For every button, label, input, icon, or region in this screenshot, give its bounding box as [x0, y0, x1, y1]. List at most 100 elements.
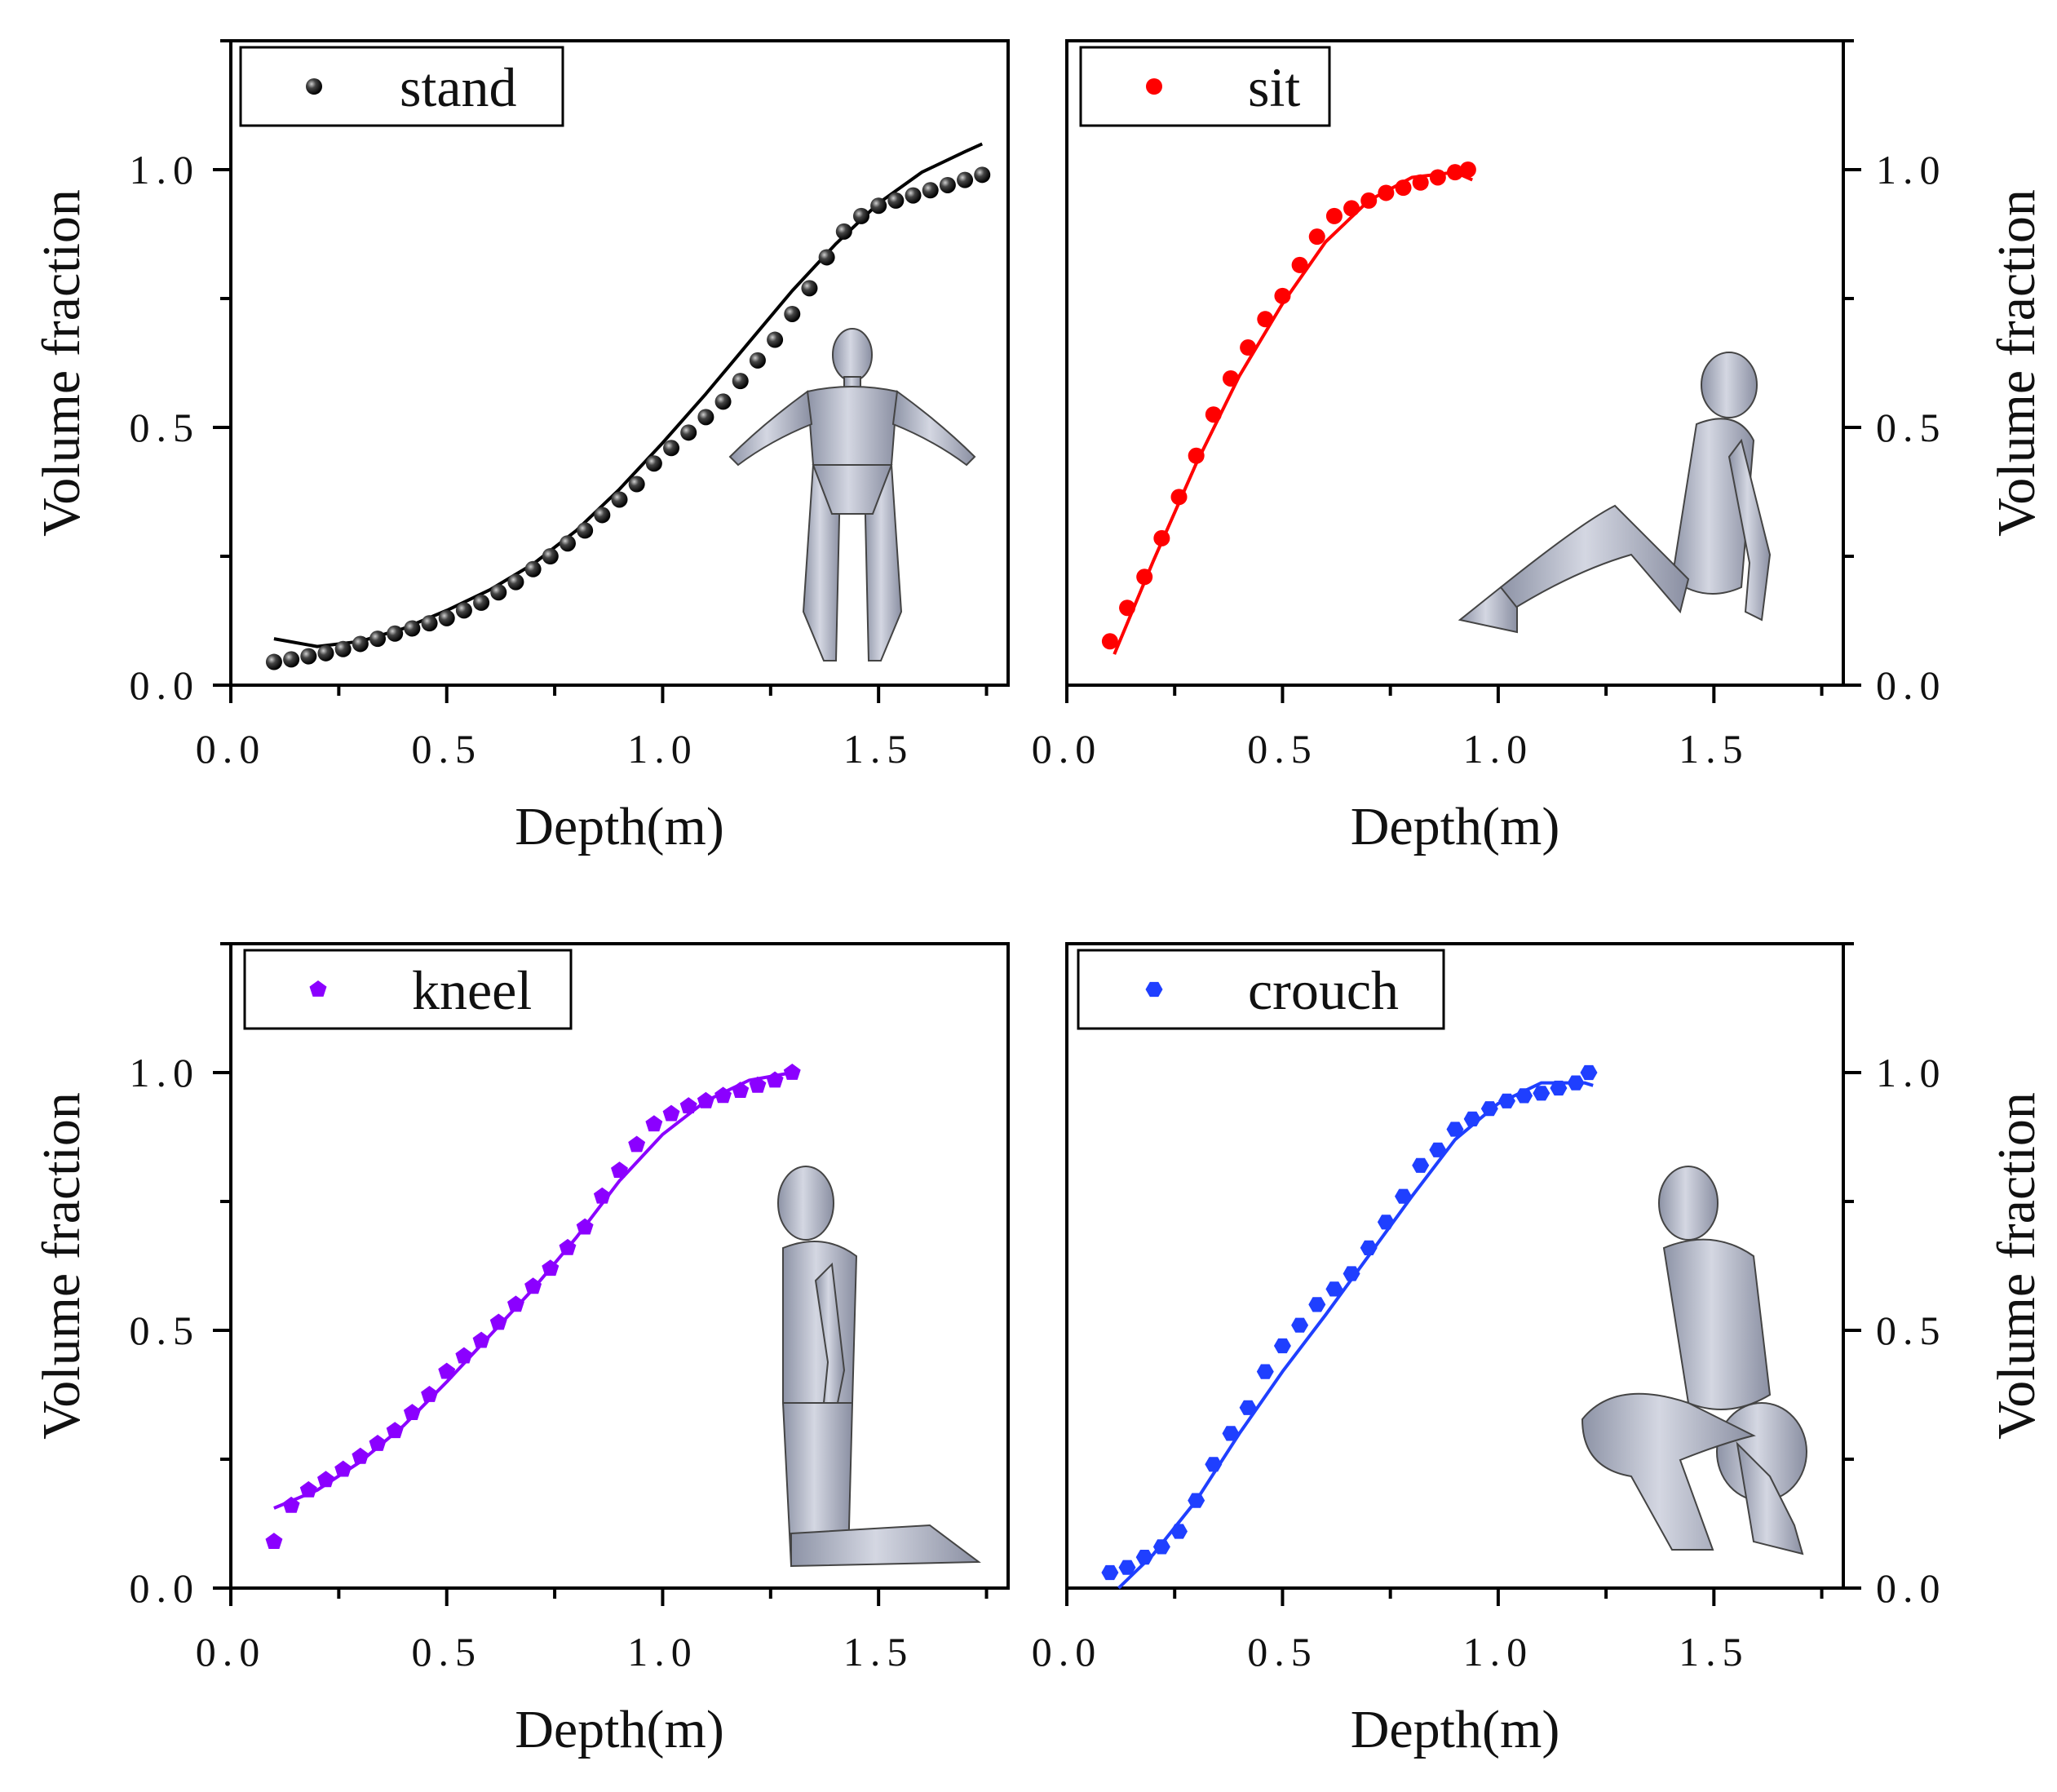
- crouch-data-point: [1291, 1317, 1309, 1333]
- kneel-data-point: [714, 1086, 732, 1104]
- crouch-data-point: [1170, 1524, 1188, 1539]
- stand-legend-label: stand: [400, 56, 517, 118]
- kneel-data-point: [317, 1471, 334, 1488]
- panel-kneel: 0.0 0.5 1.0 1.5 0.0 0.5 1.0 Depth(m) Volume frac…: [32, 942, 1010, 1759]
- sit-data-point: [1136, 569, 1153, 586]
- sit-plot-frame: [1065, 39, 1845, 687]
- kneel-data-point: [455, 1347, 473, 1364]
- sit-x-axis-title: Depth(m): [1351, 797, 1560, 856]
- stand-data-point: [490, 584, 507, 601]
- crouch-plot-frame: [1065, 942, 1845, 1590]
- stand-data-point: [835, 223, 852, 240]
- stand-data-point: [663, 440, 680, 457]
- sit-figure-illustration: [1458, 352, 1772, 634]
- crouch-data-point: [1343, 1266, 1360, 1281]
- stand-data-point: [714, 393, 732, 410]
- crouch-data-point: [1188, 1493, 1205, 1508]
- crouch-data-point: [1515, 1088, 1533, 1104]
- panel-crouch: 0.0 0.5 1.0 1.5 0.0 0.5 1.0 Depth(m) Volume frac…: [1032, 942, 2046, 1759]
- sit-data-point: [1188, 447, 1205, 464]
- kneel-data-point: [576, 1218, 594, 1235]
- crouch-data-point: [1101, 1564, 1119, 1581]
- sit-data-point: [1257, 311, 1274, 328]
- stand-data-point: [645, 455, 662, 472]
- sit-x-tick-label: 1.5: [1679, 726, 1750, 772]
- stand-data-point: [594, 507, 611, 524]
- kneel-data-point: [697, 1091, 714, 1108]
- stand-y-tick-label: 0.0: [130, 662, 201, 708]
- kneel-data-point: [783, 1064, 801, 1080]
- stand-data-point: [283, 651, 300, 668]
- sit-data-point: [1274, 287, 1291, 304]
- stand-data-point: [818, 249, 835, 266]
- kneel-plot-frame: [229, 942, 1010, 1590]
- crouch-x-tick-label: 0.5: [1247, 1629, 1318, 1675]
- crouch-data-point: [1325, 1281, 1343, 1297]
- kneel-data-point: [645, 1115, 663, 1132]
- sit-data-point: [1447, 164, 1463, 181]
- crouch-data-point: [1580, 1064, 1598, 1081]
- crouch-data-point: [1118, 1560, 1136, 1575]
- kneel-legend-marker: [309, 980, 327, 997]
- stand-data-point: [628, 476, 645, 493]
- stand-plot-frame: [229, 39, 1010, 687]
- stand-data-point: [611, 491, 628, 508]
- kneel-data-point: [524, 1277, 542, 1294]
- stand-data-point: [852, 207, 869, 224]
- kneel-data-point: [766, 1071, 784, 1088]
- crouch-data-point: [1205, 1457, 1223, 1472]
- sit-data-point: [1325, 207, 1343, 224]
- sit-legend-marker: [1146, 78, 1162, 95]
- stand-x-axis-title: Depth(m): [515, 797, 724, 856]
- stand-data-point: [473, 594, 490, 611]
- sit-y-tick-label: 0.5: [1876, 405, 1947, 450]
- kneel-y-axis-title: Volume fraction: [32, 1092, 91, 1440]
- sit-data-point: [1412, 174, 1429, 191]
- sit-data-point: [1308, 228, 1325, 246]
- stand-x-tick-label: 1.0: [627, 726, 698, 772]
- stand-data-point: [680, 424, 697, 441]
- crouch-figure-illustration: [1581, 1166, 1807, 1555]
- kneel-data-point: [472, 1331, 490, 1348]
- kneel-data-point: [421, 1386, 438, 1402]
- stand-data-point: [577, 522, 594, 539]
- crouch-data-point: [1480, 1101, 1498, 1117]
- kneel-data-point: [507, 1295, 524, 1312]
- kneel-figure-illustration: [777, 1166, 981, 1568]
- crouch-data-point: [1239, 1400, 1257, 1415]
- kneel-legend-box: [243, 949, 573, 1030]
- kneel-data-point: [282, 1496, 300, 1513]
- kneel-data-point: [749, 1076, 767, 1093]
- kneel-data-point: [542, 1259, 560, 1277]
- sit-legend-label: sit: [1248, 56, 1300, 118]
- crouch-legend: crouch: [1077, 949, 1445, 1030]
- stand-data-point: [317, 644, 334, 661]
- sit-data-point: [1459, 162, 1476, 178]
- kneel-data-point: [662, 1104, 680, 1122]
- stand-data-point: [957, 171, 974, 188]
- crouch-data-point: [1256, 1364, 1274, 1379]
- kneel-legend: kneel: [243, 949, 573, 1030]
- kneel-x-tick-label: 1.0: [627, 1629, 698, 1675]
- sit-data-point: [1343, 200, 1360, 217]
- kneel-x-tick-label: 0.5: [411, 1629, 482, 1675]
- stand-data-point: [300, 648, 317, 665]
- stand-y-tick-label: 1.0: [130, 147, 201, 192]
- stand-data-point: [542, 548, 559, 564]
- stand-data-point: [732, 373, 749, 390]
- sit-x-tick-label: 0.0: [1032, 726, 1103, 772]
- sit-y-axis-title: Volume fraction: [1987, 189, 2046, 537]
- crouch-y-tick-label: 1.0: [1876, 1050, 1947, 1095]
- kneel-data-point: [403, 1404, 421, 1420]
- stand-x-tick-label: 1.5: [843, 726, 914, 772]
- stand-y-axis-title: Volume fraction: [32, 189, 91, 537]
- stand-data-point: [905, 187, 922, 204]
- stand-data-point: [749, 352, 766, 369]
- stand-data-point: [387, 625, 404, 642]
- crouch-data-point: [1222, 1426, 1240, 1441]
- stand-x-tick-label: 0.5: [411, 726, 482, 772]
- kneel-data-point: [438, 1362, 456, 1379]
- stand-data-point: [524, 560, 542, 577]
- crouch-data-point: [1446, 1122, 1464, 1137]
